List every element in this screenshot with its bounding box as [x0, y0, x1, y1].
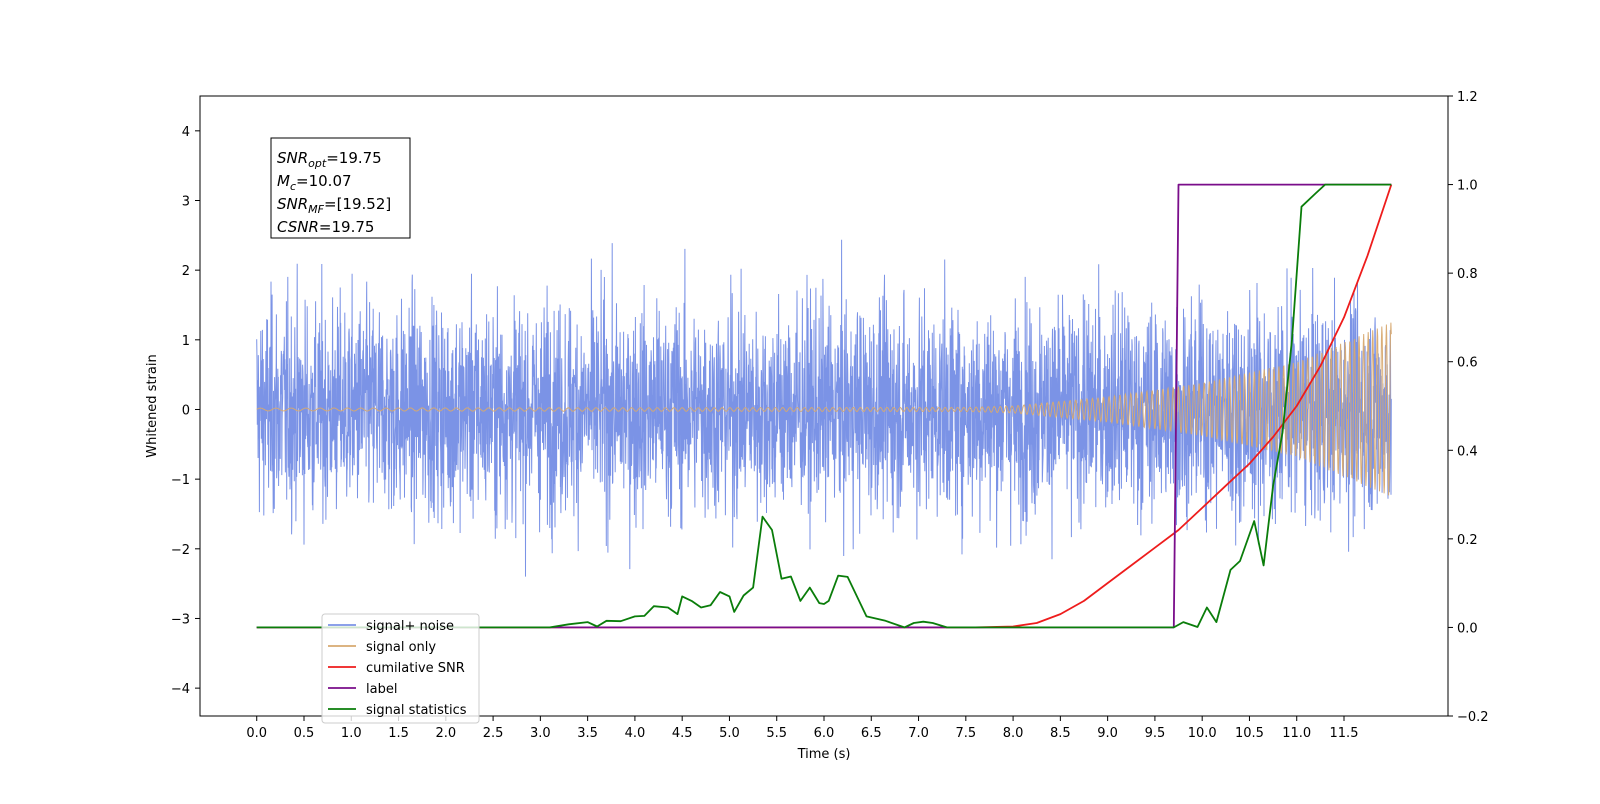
x-tick-label: 11.5	[1330, 726, 1359, 741]
y-tick-label-left: 1	[182, 334, 190, 349]
y-axis-label: Whitened strain	[145, 354, 160, 457]
legend-frame	[321, 613, 480, 724]
y-tick-label-right: 0.6	[1457, 356, 1478, 371]
x-tick-label: 8.0	[1003, 726, 1024, 741]
x-tick-label: 1.5	[388, 726, 409, 741]
x-tick-label: 7.5	[955, 726, 976, 741]
annotation-line: CSNR=19.75	[277, 218, 374, 236]
x-tick-label: 0.5	[294, 726, 315, 741]
x-tick-label: 3.5	[577, 726, 598, 741]
y-tick-label-left: −2	[171, 543, 190, 558]
x-tick-label: 10.5	[1235, 726, 1264, 741]
series-signal-only	[256, 322, 1392, 496]
series-layer	[256, 183, 1393, 629]
annotation-line: SNRopt=19.75	[277, 149, 382, 170]
x-tick-label: 3.0	[530, 726, 551, 741]
x-tick-label: 4.0	[625, 726, 646, 741]
legend-entry: cumilative SNR	[366, 661, 465, 676]
x-tick-label: 6.0	[814, 726, 835, 741]
x-tick-label: 11.0	[1282, 726, 1311, 741]
y-tick-label-right: 1.2	[1457, 90, 1478, 105]
y-tick-label-left: −1	[171, 473, 190, 488]
annotation-line: Mc=10.07	[277, 172, 352, 193]
y-tick-label-left: 0	[182, 403, 190, 418]
x-tick-label: 0.0	[246, 726, 267, 741]
x-tick-label: 6.5	[861, 726, 882, 741]
x-tick-label: 5.0	[719, 726, 740, 741]
annotation-frame	[270, 137, 411, 239]
legend-entry: signal only	[366, 640, 436, 655]
x-tick-label: 7.0	[908, 726, 929, 741]
y-tick-label-left: 3	[182, 194, 190, 209]
x-tick-label: 5.5	[766, 726, 787, 741]
x-tick-label: 4.5	[672, 726, 693, 741]
series-label	[256, 183, 1392, 629]
legend-entry: label	[366, 682, 397, 697]
x-tick-label: 9.0	[1097, 726, 1118, 741]
x-tick-label: 1.0	[341, 726, 362, 741]
y-tick-label-right: 0.8	[1457, 267, 1478, 282]
axis-layer: 0.0 0.5 1.0 1.5 2.0 2.5 3.0 3.5 4.0 4.5 5.0 5.5 6.0 6…	[171, 90, 1489, 741]
x-tick-label: 9.5	[1145, 726, 1166, 741]
legend-entry: signal statistics	[366, 703, 467, 718]
x-axis-label: Time (s)	[797, 747, 851, 762]
annotation-line: SNRMF=[19.52]	[277, 195, 391, 216]
x-tick-label: 8.5	[1050, 726, 1071, 741]
y-tick-label-left: −3	[171, 612, 190, 627]
x-tick-label: 2.5	[483, 726, 504, 741]
y-tick-label-right: 0.0	[1457, 621, 1478, 636]
y-tick-label-left: −4	[171, 682, 190, 697]
legend-entry: signal+ noise	[366, 619, 454, 634]
y-tick-label-right: 0.4	[1457, 444, 1478, 459]
series-signal-statistics	[256, 183, 1392, 629]
y-tick-label-right: −0.2	[1457, 710, 1489, 725]
y-tick-label-left: 4	[182, 125, 190, 140]
x-tick-label: 10.0	[1188, 726, 1217, 741]
legend: signal+ noise signal only cumilative SNR la…	[321, 613, 480, 724]
series-signal-noise	[256, 239, 1392, 577]
x-tick-label: 2.0	[435, 726, 456, 741]
y-tick-label-left: 2	[182, 264, 190, 279]
series-cumulative-snr	[256, 184, 1393, 629]
y-tick-label-right: 0.2	[1457, 533, 1478, 548]
y-tick-label-right: 1.0	[1457, 179, 1478, 194]
